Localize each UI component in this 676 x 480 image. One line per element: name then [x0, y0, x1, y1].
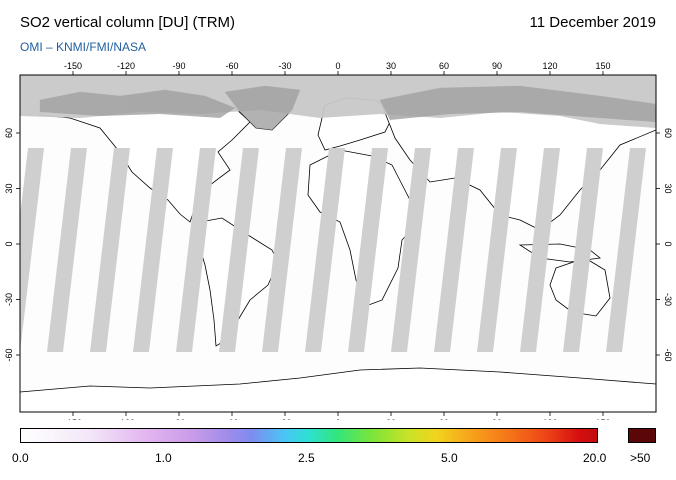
lat-tick-label-left: 60 [4, 128, 14, 138]
orbit-gap-stripe [305, 148, 345, 352]
orbit-gap-stripe [176, 148, 216, 352]
orbit-gap-stripe [219, 148, 259, 352]
lon-tick-label-top: 120 [542, 61, 557, 71]
lon-tick-label-top: 90 [492, 61, 502, 71]
lon-tick-label-bottom: 120 [542, 418, 557, 420]
lon-tick-label-bottom: 60 [439, 418, 449, 420]
lon-tick-label-top: -60 [225, 61, 238, 71]
lon-tick-label-bottom: -90 [172, 418, 185, 420]
credit-line: OMI – KNMI/FMI/NASA [20, 40, 147, 54]
orbit-gap-stripe [20, 148, 44, 352]
colorbar [20, 428, 598, 443]
orbit-gap-stripe [47, 148, 87, 352]
lat-tick-label-right: -30 [663, 293, 673, 306]
orbit-gap-stripe [520, 148, 560, 352]
land-no-data [40, 86, 656, 130]
colorbar-label-1: 1.0 [155, 451, 172, 465]
orbit-gap-stripe [391, 148, 431, 352]
lat-tick-label-left: 0 [4, 241, 14, 246]
orbit-gap-stripe [348, 148, 388, 352]
lon-tick-label-top: 150 [595, 61, 610, 71]
lat-tick-label-right: -60 [663, 348, 673, 361]
lon-tick-label-top: -90 [172, 61, 185, 71]
orbit-gap-stripe [90, 148, 130, 352]
lon-tick-label-bottom: -150 [64, 418, 82, 420]
colorbar-label-4: 20.0 [583, 451, 607, 465]
lat-tick-label-left: -60 [4, 348, 14, 361]
colorbar-overflow-label: >50 [630, 451, 651, 465]
colorbar-label-0: 0.0 [12, 451, 29, 465]
lat-tick-label-left: -30 [4, 293, 14, 306]
colorbar-label-3: 5.0 [441, 451, 458, 465]
world-map: -150 -120 -90 -60 -30 0 30 60 90 120 150 -150 -120 -9… [4, 61, 673, 420]
antarctica [20, 367, 656, 412]
lat-tick-label-right: 30 [663, 183, 673, 193]
orbit-gap-stripe [563, 148, 603, 352]
lon-tick-label-bottom: 150 [595, 418, 610, 420]
lon-tick-label-bottom: -30 [278, 418, 291, 420]
orbit-gap-stripe [434, 148, 474, 352]
siberia-no-data [380, 86, 656, 122]
lon-tick-label-top: -120 [117, 61, 135, 71]
orbit-gap-stripe [477, 148, 517, 352]
map-title: SO2 vertical column [DU] (TRM) [20, 14, 236, 31]
orbit-gap-stripe [606, 148, 646, 352]
lon-tick-label-bottom: 30 [386, 418, 396, 420]
lon-tick-label-top: 0 [335, 61, 340, 71]
lat-tick-label-right: 0 [663, 241, 673, 246]
lon-tick-label-top: 60 [439, 61, 449, 71]
orbit-gap-stripe [262, 148, 302, 352]
canada-no-data [40, 90, 235, 118]
map-date: 11 December 2019 [529, 14, 656, 31]
lon-tick-label-top: -30 [278, 61, 291, 71]
lon-tick-label-bottom: 0 [335, 418, 340, 420]
lat-tick-label-right: 60 [663, 128, 673, 138]
lat-tick-label-left: 30 [4, 183, 14, 193]
axis-ticks: -150 -120 -90 -60 -30 0 30 60 90 120 150 -150 -120 -9… [4, 61, 673, 420]
lon-tick-label-top: 30 [386, 61, 396, 71]
lon-tick-label-top: -150 [64, 61, 82, 71]
lon-tick-label-bottom: -60 [225, 418, 238, 420]
greenland-no-data [225, 86, 300, 130]
colorbar-overflow-swatch [628, 428, 656, 443]
orbit-gaps [20, 148, 646, 352]
lon-tick-label-bottom: 90 [492, 418, 502, 420]
orbit-gap-stripe [133, 148, 173, 352]
lon-tick-label-bottom: -120 [117, 418, 135, 420]
colorbar-label-2: 2.5 [298, 451, 315, 465]
